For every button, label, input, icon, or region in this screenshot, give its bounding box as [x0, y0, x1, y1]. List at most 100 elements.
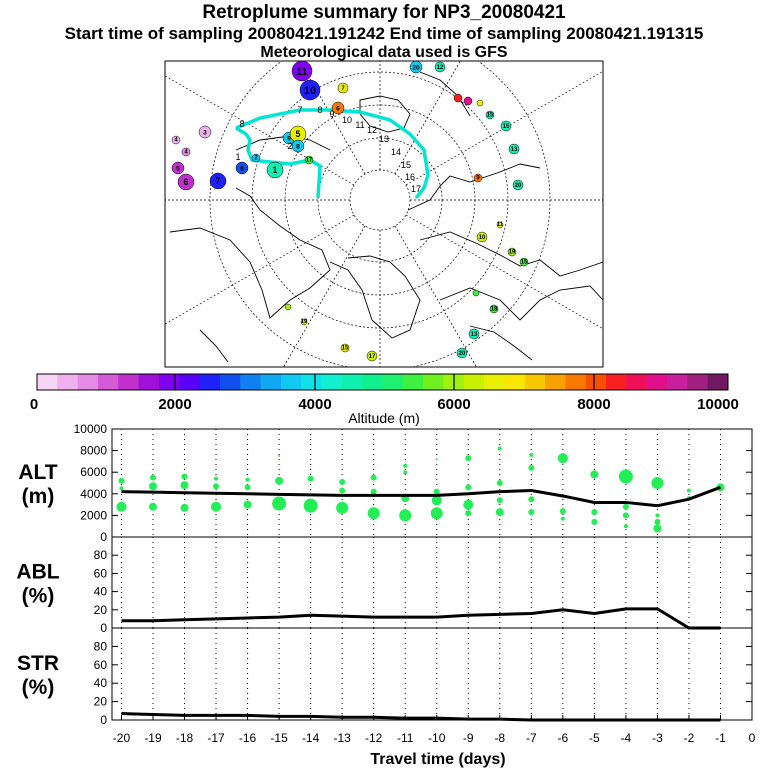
alt-dot — [716, 483, 725, 492]
colorbar-label: Altitude (m) — [348, 410, 420, 426]
alt-dot — [401, 494, 410, 503]
y-tick-label: 40 — [94, 676, 108, 690]
colorbar-swatch — [443, 374, 465, 390]
alt-dot — [618, 469, 633, 484]
y-tick-label: 80 — [94, 639, 108, 653]
colorbar-swatch — [504, 374, 526, 390]
x-tick-label: -6 — [558, 731, 569, 745]
colorbar-swatch — [423, 374, 444, 390]
map-dot-label: 19 — [301, 319, 308, 325]
meridian-line — [283, 225, 366, 367]
latitude-circle — [251, 71, 509, 329]
colorbar-swatch — [199, 374, 221, 390]
alt-dot — [528, 496, 535, 503]
map-plume-dot — [235, 161, 249, 175]
y-tick-label: 80 — [94, 548, 108, 562]
coastline — [419, 71, 471, 117]
colorbar-swatch — [687, 374, 709, 390]
coastline — [329, 255, 421, 339]
trajectory-day-label: 8 — [317, 105, 322, 115]
panel-ylabel-alt: ALT — [18, 461, 57, 484]
alt-dot — [339, 487, 346, 494]
alt-dot — [370, 488, 377, 495]
map-plume-dot — [300, 318, 308, 326]
colorbar-swatch — [606, 374, 627, 390]
map-plume-dot — [340, 343, 350, 353]
coastline — [439, 285, 603, 321]
map-dot-label: 15 — [521, 260, 528, 266]
panel-ylabel-abl: ABL — [16, 561, 59, 584]
coastline — [469, 325, 533, 361]
map-plume-dot — [282, 131, 296, 145]
alt-dot — [275, 476, 284, 485]
alt-dot — [557, 453, 568, 464]
alt-dot — [435, 458, 438, 461]
colorbar-swatch — [484, 374, 505, 390]
colorbar-swatch — [57, 374, 79, 390]
alt-dot — [591, 509, 598, 516]
map-dot-label: 3 — [203, 129, 207, 136]
map-plume-dot — [289, 125, 307, 143]
alt-dot — [336, 501, 349, 514]
x-tick-label: -5 — [589, 731, 600, 745]
map-dot-label: 4 — [184, 150, 188, 156]
colorbar-swatch — [280, 374, 302, 390]
panel-ylabel-str: STR — [17, 652, 59, 675]
map-plume-dot — [284, 303, 292, 311]
map-plume-dot — [331, 101, 345, 115]
meridian-line — [394, 225, 477, 367]
map-dot-label: 20 — [515, 183, 522, 189]
map-dot-label: 2 — [254, 156, 258, 162]
alt-dot — [118, 477, 125, 484]
colorbar-swatch — [179, 374, 201, 390]
str-line — [121, 712, 721, 722]
map-plume-dot — [291, 61, 313, 82]
meridian-line — [165, 214, 355, 325]
alt-dot — [272, 496, 287, 511]
alt-dot — [213, 483, 220, 490]
colorbar-swatch — [585, 374, 607, 390]
x-tick-label: -2 — [684, 731, 695, 745]
map-plume-dot — [304, 155, 314, 165]
latitude-circle — [284, 104, 476, 296]
map-frame — [164, 60, 604, 368]
trajectory-day-label: 12 — [367, 125, 377, 135]
map-dot-label: 11 — [296, 66, 308, 78]
alt-dot — [339, 478, 346, 485]
alt-dot — [528, 464, 535, 471]
alt-dot — [180, 503, 189, 512]
alt-dot — [622, 512, 629, 519]
trajectory-day-label: 7 — [297, 105, 302, 115]
colorbar-swatch — [260, 374, 282, 390]
x-tick-label: -20 — [113, 731, 131, 745]
map-dot-label: 15 — [342, 346, 349, 352]
trajectory-day-label: 15 — [401, 160, 411, 170]
alt-dot — [430, 507, 443, 520]
map-plume-dot — [171, 161, 185, 175]
alt-dot — [399, 509, 412, 522]
colorbar-border — [36, 373, 729, 391]
map-dot-label: 19 — [509, 250, 516, 256]
map-plume-dot — [468, 328, 480, 340]
abl-line — [121, 607, 721, 630]
colorbar-tick-0: 0 — [30, 396, 38, 413]
alt-dot — [370, 474, 377, 481]
alt-dot — [496, 497, 503, 504]
alt-dot — [181, 473, 188, 480]
alt-dot — [214, 476, 219, 481]
map-dot-label: 18 — [491, 307, 498, 313]
colorbar-swatch — [240, 374, 262, 390]
colorbar-swatch — [646, 374, 668, 390]
colorbar-swatch — [219, 374, 241, 390]
coastline — [419, 231, 603, 277]
map-plume-dot — [508, 143, 520, 155]
colorbar-swatch — [37, 374, 58, 390]
map-dot-label: 1 — [273, 165, 278, 175]
alt-dot — [463, 499, 474, 510]
trajectory-day-label: 14 — [391, 147, 401, 157]
map-dot-label: 13 — [471, 332, 478, 338]
map-dot-label: 15 — [503, 124, 510, 130]
trajectory-branch — [235, 126, 322, 199]
map-plume-dot — [171, 135, 181, 145]
trajectory-day-label: 13 — [379, 134, 389, 144]
